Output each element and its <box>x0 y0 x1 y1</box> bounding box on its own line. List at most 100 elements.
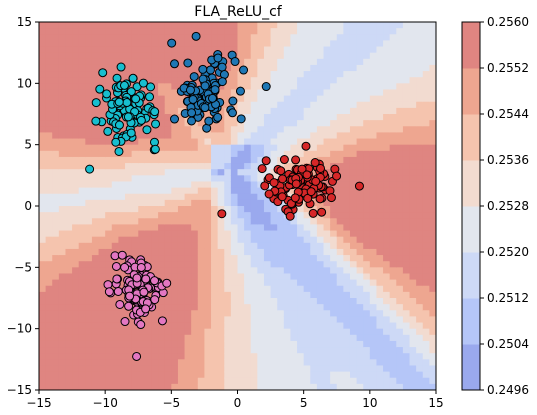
contour-cell <box>118 46 126 54</box>
contour-cell <box>58 224 67 232</box>
contour-cell <box>91 261 100 268</box>
contour-cell <box>144 328 153 336</box>
contour-cell <box>389 101 397 109</box>
contour-cell <box>45 120 53 127</box>
contour-cell <box>277 377 285 385</box>
contour-cell <box>78 224 86 232</box>
contour-cell <box>191 144 199 152</box>
x-tick-label: 0 <box>234 396 242 410</box>
contour-cell <box>78 77 86 84</box>
data-point <box>136 262 146 272</box>
contour-cell <box>158 34 166 41</box>
contour-cell <box>396 383 404 390</box>
contour-cell <box>204 334 212 342</box>
contour-cell <box>257 77 265 84</box>
contour-cell <box>402 340 411 348</box>
data-point <box>136 115 146 125</box>
contour-cell <box>72 193 80 201</box>
contour-cell <box>330 383 338 390</box>
contour-cell <box>336 273 344 281</box>
contour-cell <box>330 46 338 54</box>
contour-cell <box>144 236 153 244</box>
contour-cell <box>230 371 239 379</box>
contour-cell <box>91 46 100 54</box>
contour-cell <box>376 334 384 342</box>
contour-cell <box>244 138 252 146</box>
contour-cell <box>356 255 364 262</box>
contour-cell <box>363 218 371 225</box>
contour-cell <box>52 199 60 207</box>
contour-cell <box>91 58 100 66</box>
contour-cell <box>336 298 344 305</box>
contour-cell <box>330 101 338 109</box>
contour-cell <box>402 107 411 115</box>
contour-cell <box>356 267 364 275</box>
contour-cell <box>158 310 166 317</box>
contour-cell <box>363 334 371 342</box>
contour-cell <box>343 248 351 256</box>
contour-cell <box>138 199 146 207</box>
contour-cell <box>363 377 371 385</box>
contour-cell <box>383 71 391 78</box>
contour-cell <box>356 132 364 140</box>
contour-cell <box>303 310 311 317</box>
contour-cell <box>164 304 172 311</box>
contour-cell <box>250 298 258 305</box>
contour-cell <box>118 279 126 287</box>
contour-cell <box>297 34 305 41</box>
contour-cell <box>376 199 384 207</box>
contour-cell <box>164 95 172 103</box>
contour-cell <box>263 248 272 256</box>
contour-cell <box>336 261 344 268</box>
data-point <box>260 181 270 191</box>
data-point <box>200 81 210 91</box>
contour-cell <box>78 150 86 158</box>
contour-cell <box>270 40 278 48</box>
contour-cell <box>171 193 179 201</box>
contour-cell <box>303 64 311 72</box>
contour-cell <box>389 132 397 140</box>
contour-cell <box>250 267 258 275</box>
contour-cell <box>383 120 391 127</box>
contour-cell <box>349 328 358 336</box>
contour-cell <box>363 199 371 207</box>
contour-cell <box>138 212 146 219</box>
contour-cell <box>303 304 311 311</box>
contour-cell <box>105 64 113 72</box>
contour-cell <box>211 359 219 367</box>
contour-cell <box>39 273 47 281</box>
contour-cell <box>52 114 60 121</box>
contour-cell <box>376 144 384 152</box>
contour-cell <box>211 347 219 354</box>
contour-cell <box>396 64 404 72</box>
contour-cell <box>257 150 265 158</box>
contour-cell <box>422 310 430 317</box>
contour-cell <box>263 22 272 29</box>
contour-cell <box>191 267 199 275</box>
contour-cell <box>72 126 80 133</box>
contour-cell <box>396 212 404 219</box>
contour-cell <box>204 273 212 281</box>
contour-cell <box>383 101 391 109</box>
contour-cell <box>316 359 325 367</box>
contour-cell <box>197 52 206 60</box>
contour-cell <box>138 58 146 66</box>
contour-cell <box>237 95 245 103</box>
contour-cell <box>98 199 106 207</box>
contour-cell <box>383 377 391 385</box>
contour-cell <box>290 365 298 373</box>
contour-cell <box>171 224 179 232</box>
data-point <box>114 120 124 130</box>
contour-cell <box>250 52 258 60</box>
contour-cell <box>383 175 391 183</box>
contour-cell <box>164 212 172 219</box>
contour-cell <box>177 144 186 152</box>
contour-cell <box>416 199 424 207</box>
colorbar: 0.24960.25040.25120.25200.25280.25360.25… <box>461 15 529 397</box>
contour-cell <box>429 248 436 256</box>
contour-cell <box>244 310 252 317</box>
contour-cell <box>383 40 391 48</box>
contour-cell <box>402 230 411 238</box>
contour-cell <box>138 40 146 48</box>
contour-cell <box>369 334 378 342</box>
